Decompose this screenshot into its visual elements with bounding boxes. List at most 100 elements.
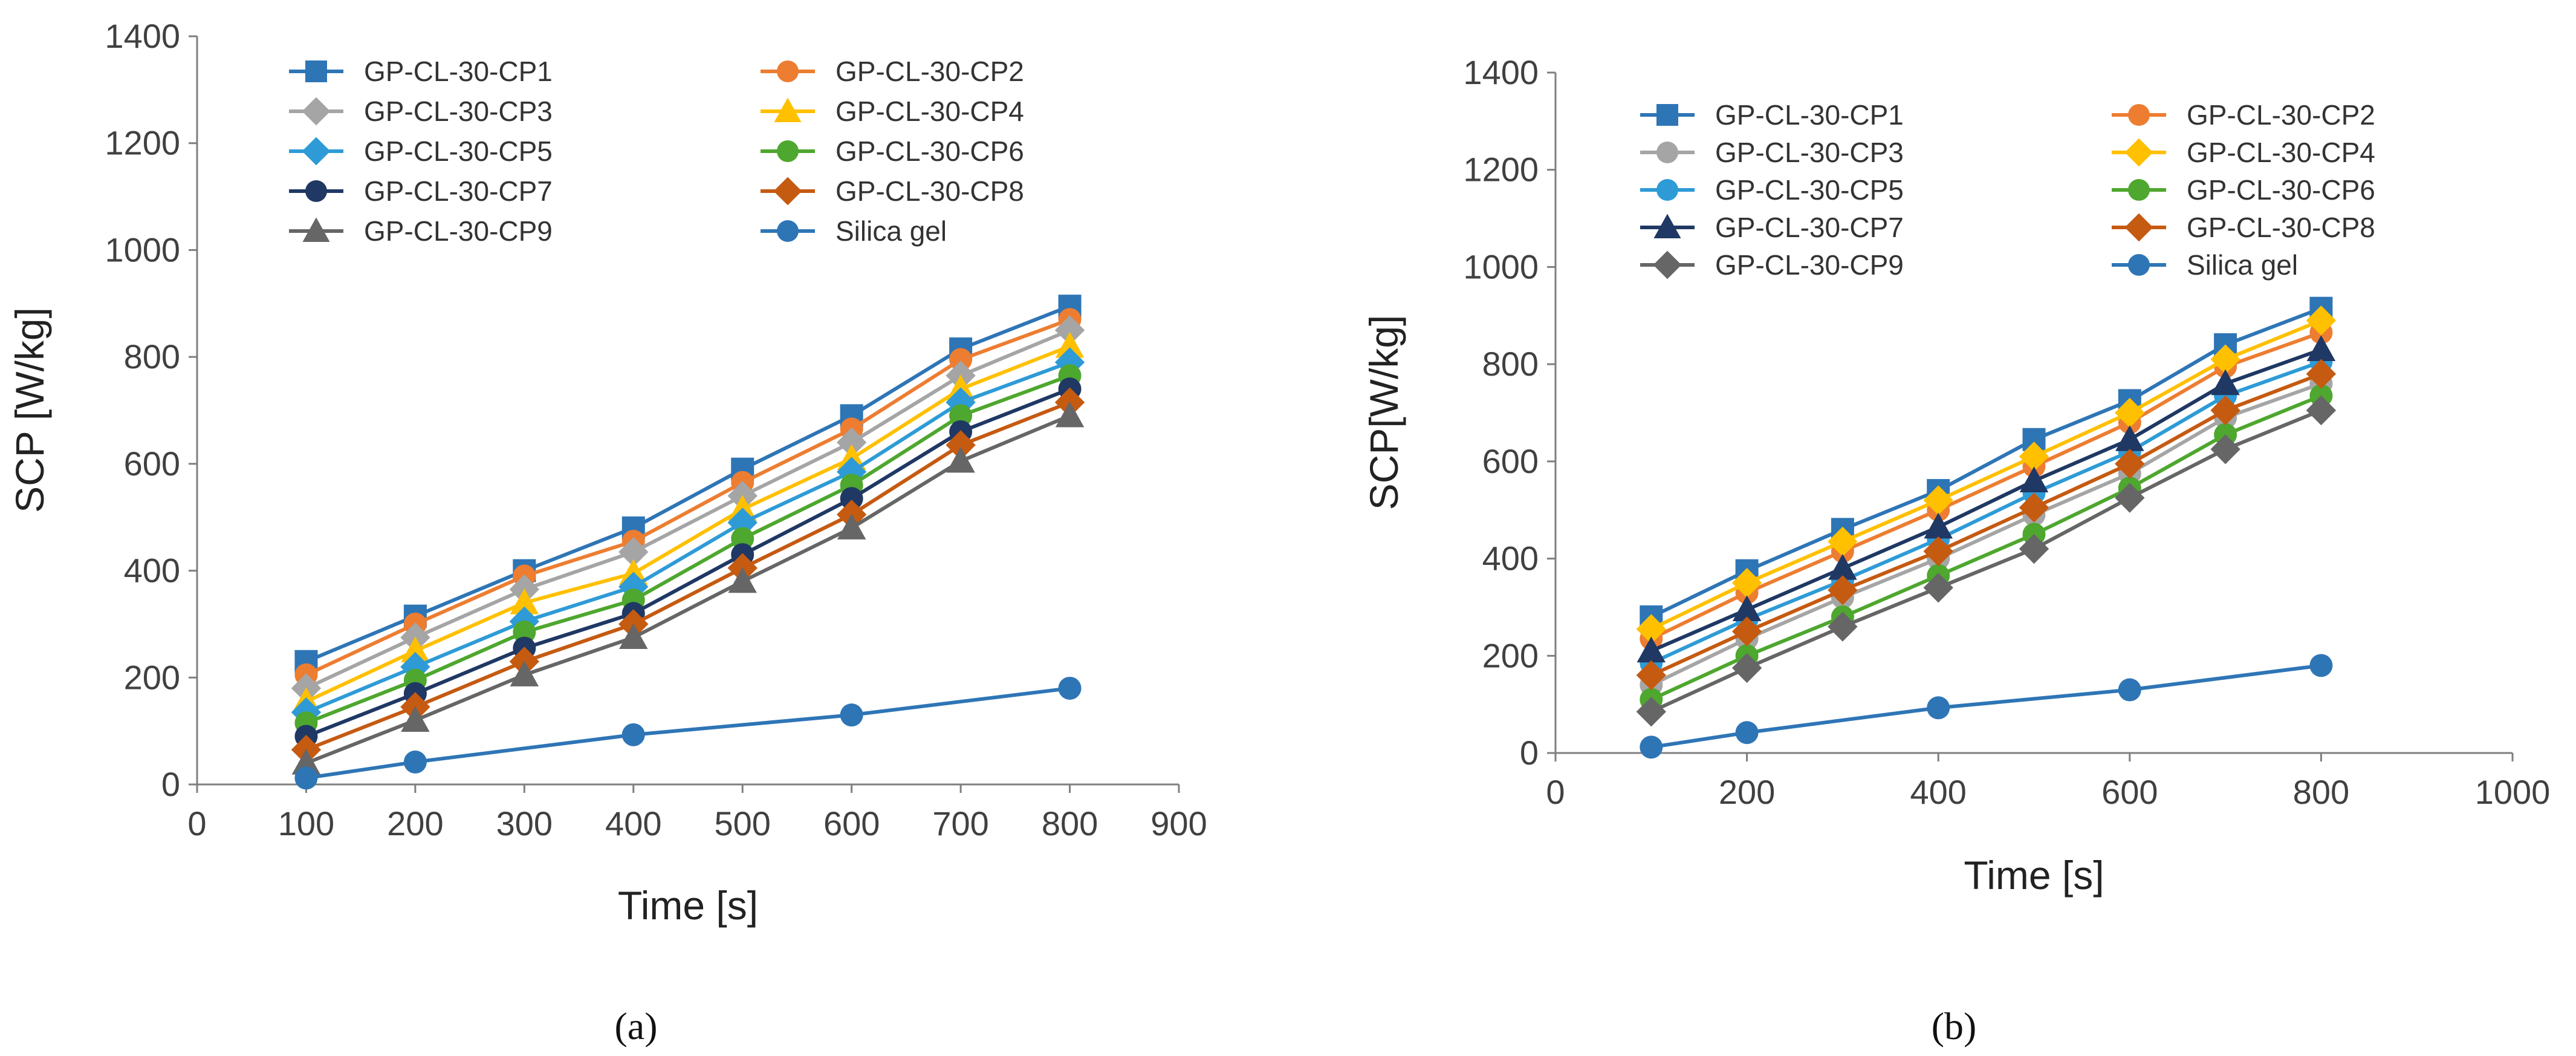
- legend-label: GP-CL-30-CP1: [364, 56, 553, 87]
- series-line: [305, 318, 1071, 677]
- series-line: [305, 360, 1071, 714]
- data-point: [2019, 466, 2049, 492]
- data-point: [2306, 335, 2336, 362]
- series-line: [305, 304, 1071, 663]
- legend-swatch-marker: [777, 60, 799, 82]
- legend-swatch-marker: [1656, 142, 1678, 163]
- legend-swatch-marker: [305, 60, 327, 82]
- series-line: [1650, 348, 2322, 653]
- legend-label: GP-CL-30-CP7: [364, 175, 553, 207]
- data-point: [2210, 344, 2240, 374]
- x-tick-label: 1000: [2475, 773, 2551, 811]
- legend-label: GP-CL-30-CP7: [1715, 212, 1904, 243]
- legend-item: GP-CL-30-CP5: [289, 135, 553, 167]
- legend-swatch-marker: [777, 220, 799, 242]
- series-GP-CL-30-CP7: [1637, 335, 2336, 663]
- x-tick-label: 300: [496, 804, 553, 843]
- y-tick-label: 800: [1482, 345, 1539, 383]
- x-tick-label: 600: [2101, 773, 2158, 811]
- data-point: [1637, 636, 1666, 663]
- data-point: [2115, 425, 2144, 451]
- x-tick-label: 400: [605, 804, 661, 843]
- legend-label: GP-CL-30-CP3: [364, 96, 553, 127]
- legend-item: GP-CL-30-CP7: [289, 175, 553, 207]
- data-point: [1055, 401, 1085, 428]
- legend-label: GP-CL-30-CP8: [835, 175, 1024, 207]
- legend-label: GP-CL-30-CP5: [1715, 174, 1904, 206]
- data-point: [2306, 359, 2337, 389]
- series-GP-CL-30-CP3: [291, 315, 1085, 703]
- series-GP-CL-30-CP6: [294, 364, 1082, 735]
- data-point: [1058, 676, 1082, 700]
- x-tick-label: 100: [278, 804, 334, 843]
- y-tick-label: 200: [1482, 636, 1539, 674]
- data-point: [1731, 616, 1762, 647]
- series-line: [1650, 382, 2322, 687]
- data-point: [510, 660, 539, 686]
- data-point: [949, 348, 973, 371]
- y-axis-label: SCP [W/kg]: [7, 307, 52, 513]
- data-point: [401, 636, 430, 663]
- legend: GP-CL-30-CP1 GP-CL-30-CP2 GP-CL-30-CP3 GP-C…: [1640, 99, 2375, 281]
- data-point: [403, 750, 427, 774]
- data-point: [946, 446, 975, 473]
- series-Silica gel: [294, 676, 1082, 790]
- legend-label: GP-CL-30-CP8: [2187, 212, 2375, 243]
- data-point: [618, 572, 649, 602]
- y-tick-label: 0: [1520, 734, 1539, 772]
- data-point: [1731, 653, 1762, 683]
- series-line: [305, 344, 1071, 703]
- data-point: [510, 588, 539, 614]
- y-tick-label: 1400: [105, 17, 180, 55]
- legend-swatch-marker: [2128, 179, 2150, 201]
- legend-item: GP-CL-30-CP1: [289, 56, 553, 87]
- data-point: [1731, 568, 1762, 598]
- data-point: [291, 748, 321, 775]
- legend-swatch-marker: [2124, 138, 2153, 167]
- y-tick-label: 400: [124, 552, 180, 590]
- legend-swatch-marker: [302, 137, 331, 166]
- legend-item: GP-CL-30-CP1: [1640, 99, 1904, 131]
- legend-item: GP-CL-30-CP6: [761, 135, 1024, 167]
- legend-label: Silica gel: [2187, 249, 2298, 281]
- data-point: [1636, 614, 1666, 644]
- legend-label: GP-CL-30-CP2: [2187, 99, 2375, 131]
- data-point: [731, 527, 754, 550]
- y-tick-label: 1200: [105, 124, 180, 162]
- x-tick-label: 0: [1546, 773, 1565, 811]
- series-line: [305, 400, 1071, 752]
- x-axis-label: Time [s]: [618, 883, 758, 928]
- data-point: [1923, 536, 1953, 567]
- data-point: [1732, 595, 1762, 621]
- legend-item: Silica gel: [2112, 249, 2298, 281]
- data-point: [1923, 485, 1953, 515]
- data-point: [946, 387, 976, 417]
- y-tick-label: 600: [1482, 442, 1539, 480]
- legend-item: GP-CL-30-CP2: [761, 56, 1024, 87]
- panel-label: (b): [1932, 1005, 1977, 1048]
- legend-swatch-marker: [302, 217, 330, 242]
- x-tick-label: 200: [1719, 773, 1775, 811]
- series-line: [1650, 319, 2322, 631]
- data-point: [949, 404, 973, 428]
- data-point: [294, 766, 318, 790]
- data-point: [2309, 654, 2333, 677]
- data-point: [2115, 397, 2145, 428]
- chart-panel-a: 0 200 400 600 800 1000 1200 1400 0 100 200 300 400 50…: [7, 17, 1207, 1048]
- legend-item: GP-CL-30-CP9: [289, 215, 553, 247]
- data-point: [1735, 721, 1759, 745]
- data-point: [401, 706, 430, 732]
- legend-label: GP-CL-30-CP3: [1715, 137, 1904, 168]
- legend-swatch-marker: [1656, 179, 1678, 201]
- legend-label: GP-CL-30-CP6: [835, 135, 1024, 167]
- x-tick-label: 500: [715, 804, 771, 843]
- legend-item: Silica gel: [761, 215, 947, 247]
- data-point: [1923, 573, 1953, 603]
- data-point: [1640, 735, 1663, 759]
- data-point: [621, 723, 645, 746]
- y-tick-label: 800: [124, 337, 180, 376]
- x-axis-label: Time [s]: [1964, 853, 2104, 898]
- x-tick-label: 800: [1042, 804, 1098, 843]
- x-tick-label: 200: [387, 804, 443, 843]
